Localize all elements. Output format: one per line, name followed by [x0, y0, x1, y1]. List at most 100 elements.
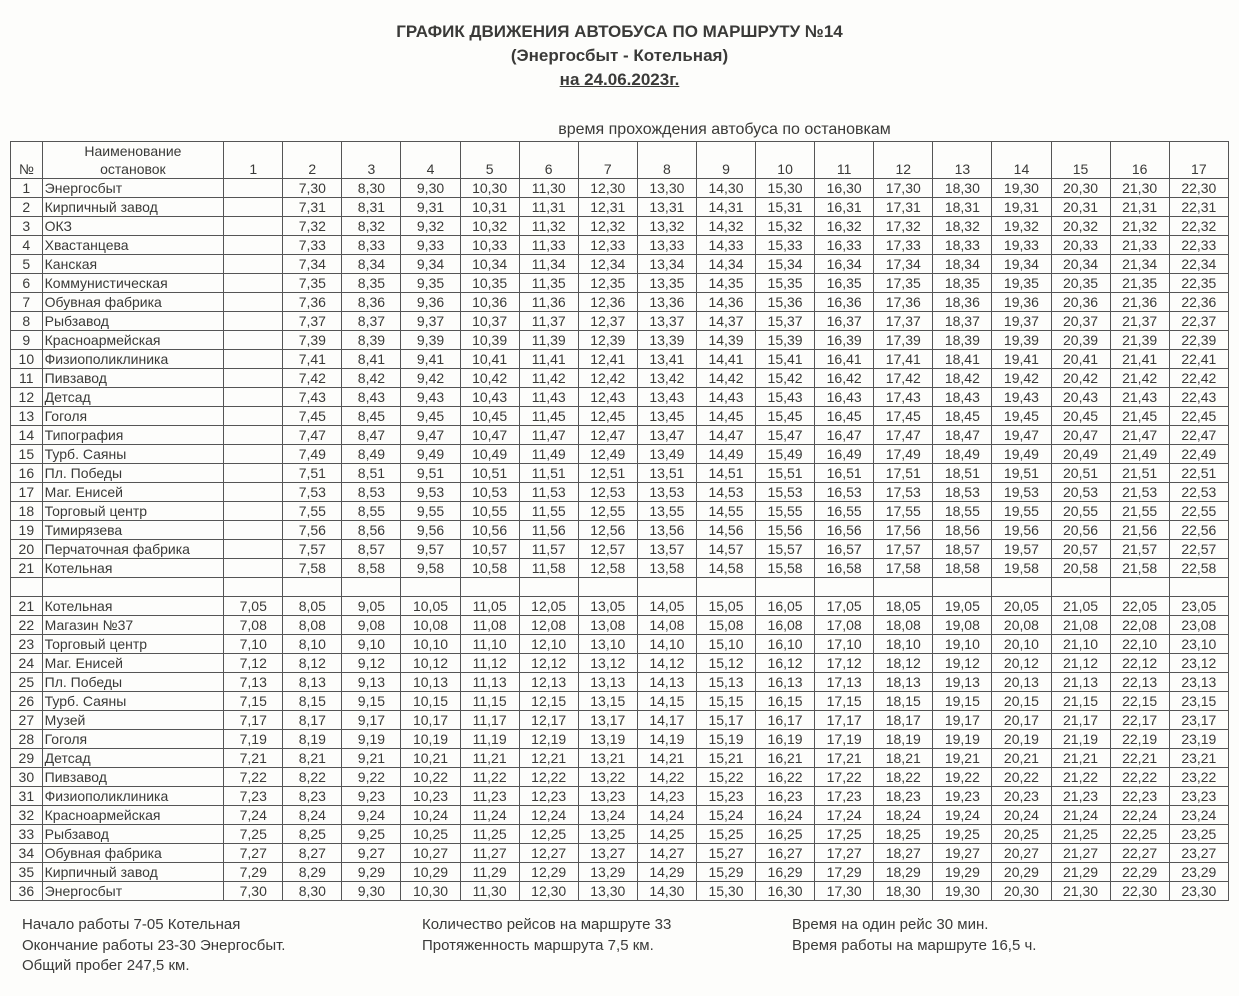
- row-num: 30: [11, 768, 43, 787]
- time-cell: 9,12: [342, 654, 401, 673]
- header-trip: 6: [519, 142, 578, 179]
- time-cell: 15,27: [696, 844, 755, 863]
- time-cell: 19,08: [933, 616, 992, 635]
- time-cell: 13,55: [637, 502, 696, 521]
- time-cell: 12,19: [519, 730, 578, 749]
- time-cell: 9,34: [401, 255, 460, 274]
- time-cell: 19,31: [992, 198, 1051, 217]
- time-cell: 8,33: [342, 236, 401, 255]
- time-cell: 10,19: [401, 730, 460, 749]
- stop-name: ОКЗ: [42, 217, 224, 236]
- time-cell: 16,24: [756, 806, 815, 825]
- time-cell: 11,56: [519, 521, 578, 540]
- time-cell: 12,12: [519, 654, 578, 673]
- time-cell: 14,39: [696, 331, 755, 350]
- time-cell: 10,37: [460, 312, 519, 331]
- time-cell: 20,39: [1051, 331, 1110, 350]
- time-cell: 20,05: [992, 597, 1051, 616]
- time-cell: 12,08: [519, 616, 578, 635]
- time-cell: 10,25: [401, 825, 460, 844]
- time-cell: 16,13: [756, 673, 815, 692]
- time-cell: 19,41: [992, 350, 1051, 369]
- time-cell: 11,53: [519, 483, 578, 502]
- row-num: 2: [11, 198, 43, 217]
- time-cell: 14,57: [696, 540, 755, 559]
- time-cell: 7,56: [283, 521, 342, 540]
- time-cell: 19,34: [992, 255, 1051, 274]
- time-cell: 15,41: [756, 350, 815, 369]
- time-cell: 21,39: [1110, 331, 1169, 350]
- time-cell: 17,45: [874, 407, 933, 426]
- time-cell: 15,25: [696, 825, 755, 844]
- time-cell: [224, 445, 283, 464]
- time-cell: 20,10: [992, 635, 1051, 654]
- time-cell: 14,12: [637, 654, 696, 673]
- time-cell: 22,57: [1169, 540, 1228, 559]
- time-cell: [224, 236, 283, 255]
- time-cell: 14,27: [637, 844, 696, 863]
- time-cell: 13,53: [637, 483, 696, 502]
- time-cell: 17,47: [874, 426, 933, 445]
- header-num: №: [11, 142, 43, 179]
- time-cell: 17,34: [874, 255, 933, 274]
- time-cell: 14,49: [696, 445, 755, 464]
- time-cell: 15,12: [696, 654, 755, 673]
- time-cell: 19,58: [992, 559, 1051, 578]
- time-cell: 19,05: [933, 597, 992, 616]
- time-cell: 9,13: [342, 673, 401, 692]
- time-cell: 16,29: [756, 863, 815, 882]
- subheading: время прохождения автобуса по остановкам: [10, 121, 1229, 139]
- time-cell: 20,49: [1051, 445, 1110, 464]
- time-cell: 21,42: [1110, 369, 1169, 388]
- time-cell: 8,47: [342, 426, 401, 445]
- stop-name: Пл. Победы: [42, 673, 224, 692]
- time-cell: 21,27: [1051, 844, 1110, 863]
- time-cell: 20,34: [1051, 255, 1110, 274]
- time-cell: 15,08: [696, 616, 755, 635]
- table-row: 15Турб. Саяны7,498,499,4910,4911,4912,49…: [11, 445, 1229, 464]
- time-cell: 11,37: [519, 312, 578, 331]
- time-cell: 10,41: [460, 350, 519, 369]
- time-cell: 19,37: [992, 312, 1051, 331]
- time-cell: 18,51: [933, 464, 992, 483]
- time-cell: 9,58: [401, 559, 460, 578]
- time-cell: 18,29: [874, 863, 933, 882]
- time-cell: 8,15: [283, 692, 342, 711]
- time-cell: 7,08: [224, 616, 283, 635]
- stop-name: Детсад: [42, 749, 224, 768]
- footer-col1: Начало работы 7-05 Котельная Окончание р…: [10, 915, 422, 976]
- time-cell: 14,25: [637, 825, 696, 844]
- table-row: 16Пл. Победы7,518,519,5110,5111,5112,511…: [11, 464, 1229, 483]
- time-cell: 8,31: [342, 198, 401, 217]
- time-cell: 13,29: [578, 863, 637, 882]
- time-cell: 18,45: [933, 407, 992, 426]
- stop-name: Торговый центр: [42, 502, 224, 521]
- time-cell: 22,47: [1169, 426, 1228, 445]
- time-cell: 20,53: [1051, 483, 1110, 502]
- time-cell: 9,43: [401, 388, 460, 407]
- time-cell: 20,13: [992, 673, 1051, 692]
- row-num: 19: [11, 521, 43, 540]
- time-cell: 16,33: [815, 236, 874, 255]
- time-cell: 13,42: [637, 369, 696, 388]
- time-cell: 8,17: [283, 711, 342, 730]
- time-cell: 20,47: [1051, 426, 1110, 445]
- time-cell: [224, 464, 283, 483]
- time-cell: 18,31: [933, 198, 992, 217]
- time-cell: 23,21: [1169, 749, 1228, 768]
- time-cell: 16,35: [815, 274, 874, 293]
- time-cell: 10,35: [460, 274, 519, 293]
- stop-name: Физиополиклиника: [42, 350, 224, 369]
- time-cell: 14,29: [637, 863, 696, 882]
- time-cell: 15,36: [756, 293, 815, 312]
- time-cell: 21,08: [1051, 616, 1110, 635]
- time-cell: 12,34: [578, 255, 637, 274]
- time-cell: 14,45: [696, 407, 755, 426]
- time-cell: 10,29: [401, 863, 460, 882]
- time-cell: 22,58: [1169, 559, 1228, 578]
- time-cell: 11,22: [460, 768, 519, 787]
- time-cell: 16,32: [815, 217, 874, 236]
- time-cell: 19,32: [992, 217, 1051, 236]
- time-cell: 20,17: [992, 711, 1051, 730]
- time-cell: 12,05: [519, 597, 578, 616]
